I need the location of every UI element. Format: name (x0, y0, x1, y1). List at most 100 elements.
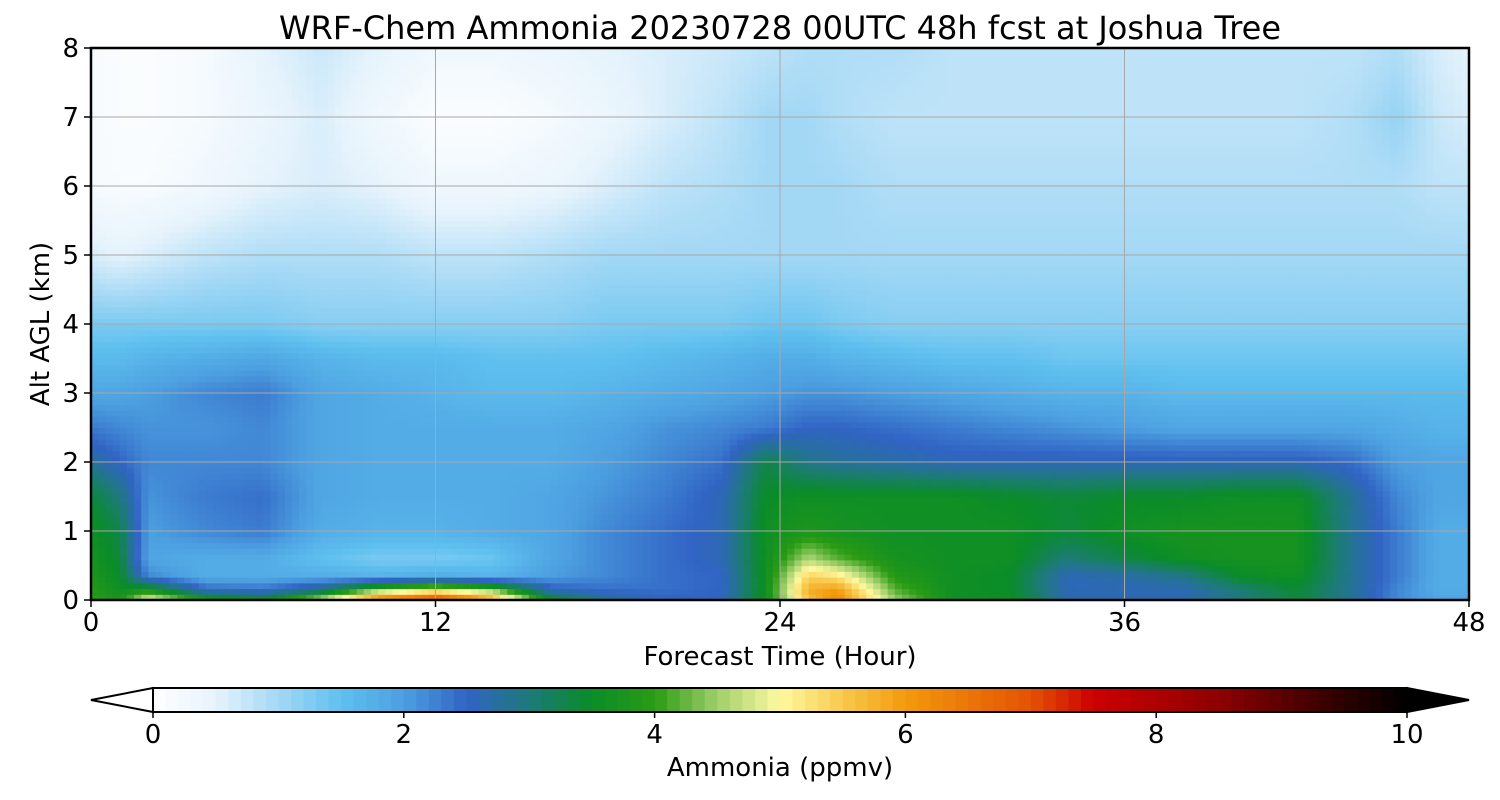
heatmap-cell (249, 537, 257, 543)
heatmap-cell (285, 479, 293, 485)
heatmap-cell (199, 543, 207, 549)
heatmap-cell (1318, 502, 1326, 508)
heatmap-cell (1290, 479, 1298, 485)
heatmap-cell (845, 531, 853, 537)
heatmap-cell (816, 543, 824, 549)
heatmap-cell (1455, 520, 1463, 526)
heatmap-cell (1067, 531, 1075, 537)
heatmap-cell (543, 502, 551, 508)
heatmap-cell (694, 566, 702, 572)
heatmap-cell (335, 462, 343, 468)
heatmap-cell (658, 566, 666, 572)
heatmap-cell (1060, 577, 1068, 583)
heatmap-cell (1153, 589, 1161, 595)
heatmap-cell (270, 508, 278, 514)
heatmap-cell (823, 491, 831, 497)
heatmap-cell (1081, 554, 1089, 560)
heatmap-cell (701, 537, 709, 543)
heatmap-cell (184, 520, 192, 526)
heatmap-cell (895, 462, 903, 468)
heatmap-cell (1146, 537, 1154, 543)
heatmap-cell (163, 537, 171, 543)
heatmap-cell (1455, 583, 1463, 589)
heatmap-cell (1426, 520, 1434, 526)
heatmap-cell (1002, 474, 1010, 480)
heatmap-cell (988, 479, 996, 485)
heatmap-cell (328, 543, 336, 549)
heatmap-cell (895, 566, 903, 572)
heatmap-cell (995, 589, 1003, 595)
heatmap-cell (1053, 560, 1061, 566)
heatmap-cell (845, 468, 853, 474)
heatmap-cell (414, 566, 422, 572)
heatmap-cell (1139, 485, 1147, 491)
heatmap-cell (514, 508, 522, 514)
heatmap-cell (349, 479, 357, 485)
heatmap-cell (1096, 571, 1104, 577)
heatmap-cell (256, 485, 264, 491)
heatmap-cell (507, 502, 515, 508)
heatmap-cell (636, 479, 644, 485)
heatmap-cell (924, 583, 932, 589)
heatmap-cell (1419, 531, 1427, 537)
heatmap-cell (1046, 589, 1054, 595)
heatmap-cell (148, 583, 156, 589)
heatmap-cell (680, 520, 688, 526)
heatmap-cell (830, 479, 838, 485)
heatmap-cell (400, 531, 408, 537)
heatmap-cell (751, 491, 759, 497)
heatmap-cell (1254, 537, 1262, 543)
heatmap-cell (608, 497, 616, 503)
heatmap-cell (1232, 514, 1240, 520)
heatmap-cell (787, 571, 795, 577)
heatmap-cell (292, 531, 300, 537)
heatmap-cell (1117, 537, 1125, 543)
heatmap-cell (572, 474, 580, 480)
heatmap-cell (529, 520, 537, 526)
heatmap-cell (550, 508, 558, 514)
heatmap-cell (601, 537, 609, 543)
heatmap-cell (1175, 531, 1183, 537)
heatmap-cell (1383, 577, 1391, 583)
heatmap-cell (658, 583, 666, 589)
heatmap-cell (1074, 577, 1082, 583)
heatmap-cell (751, 583, 759, 589)
heatmap-cell (1297, 589, 1305, 595)
heatmap-cell (457, 589, 465, 595)
heatmap-cell (457, 485, 465, 491)
heatmap-cell (1117, 583, 1125, 589)
heatmap-cell (335, 468, 343, 474)
heatmap-cell (1132, 537, 1140, 543)
heatmap-cell (823, 479, 831, 485)
heatmap-cell (802, 566, 810, 572)
heatmap-cell (285, 531, 293, 537)
heatmap-cell (665, 468, 673, 474)
heatmap-cell (436, 537, 444, 543)
heatmap-cell (1361, 474, 1369, 480)
heatmap-cell (306, 462, 314, 468)
heatmap-cell (500, 548, 508, 554)
heatmap-cell (1412, 468, 1420, 474)
heatmap-cell (1433, 485, 1441, 491)
heatmap-cell (945, 560, 953, 566)
heatmap-cell (945, 543, 953, 549)
heatmap-cell (522, 560, 530, 566)
heatmap-cell (285, 514, 293, 520)
heatmap-cell (959, 502, 967, 508)
heatmap-cell (120, 548, 128, 554)
heatmap-cell (708, 502, 716, 508)
heatmap-cell (888, 554, 896, 560)
heatmap-cell (1433, 502, 1441, 508)
heatmap-cell (680, 548, 688, 554)
heatmap-cell (837, 531, 845, 537)
heatmap-cell (156, 508, 164, 514)
heatmap-cell (550, 543, 558, 549)
heatmap-cell (364, 468, 372, 474)
heatmap-cell (1290, 543, 1298, 549)
heatmap-cell (737, 560, 745, 566)
heatmap-cell (249, 479, 257, 485)
heatmap-cell (1404, 514, 1412, 520)
heatmap-cell (514, 497, 522, 503)
heatmap-cell (1146, 577, 1154, 583)
heatmap-cell (1060, 497, 1068, 503)
